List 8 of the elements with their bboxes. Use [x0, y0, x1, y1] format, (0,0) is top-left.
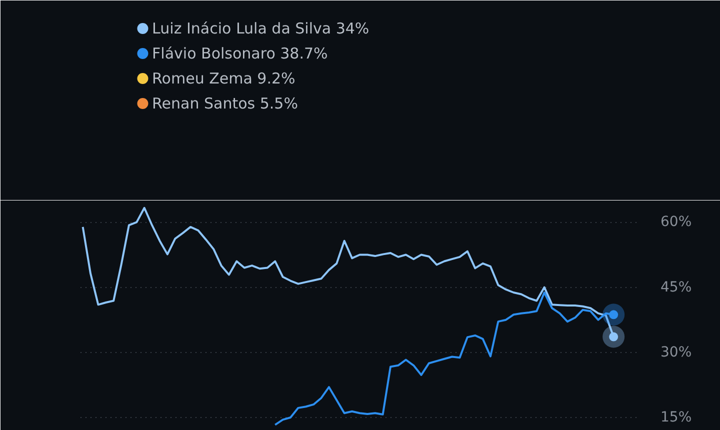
y-tick-label: 30% — [660, 344, 692, 360]
y-tick-label: 45% — [660, 279, 692, 296]
legend-label: Romeu Zema 9.2% — [152, 70, 296, 88]
y-tick-label: 15% — [660, 409, 692, 426]
legend-label: Renan Santos 5.5% — [152, 94, 298, 112]
legend-label: Flávio Bolsonaro 38.7% — [152, 44, 328, 62]
y-tick-label: 60% — [660, 214, 692, 230]
legend-label: Luiz Inácio Lula da Silva 34% — [152, 20, 370, 38]
